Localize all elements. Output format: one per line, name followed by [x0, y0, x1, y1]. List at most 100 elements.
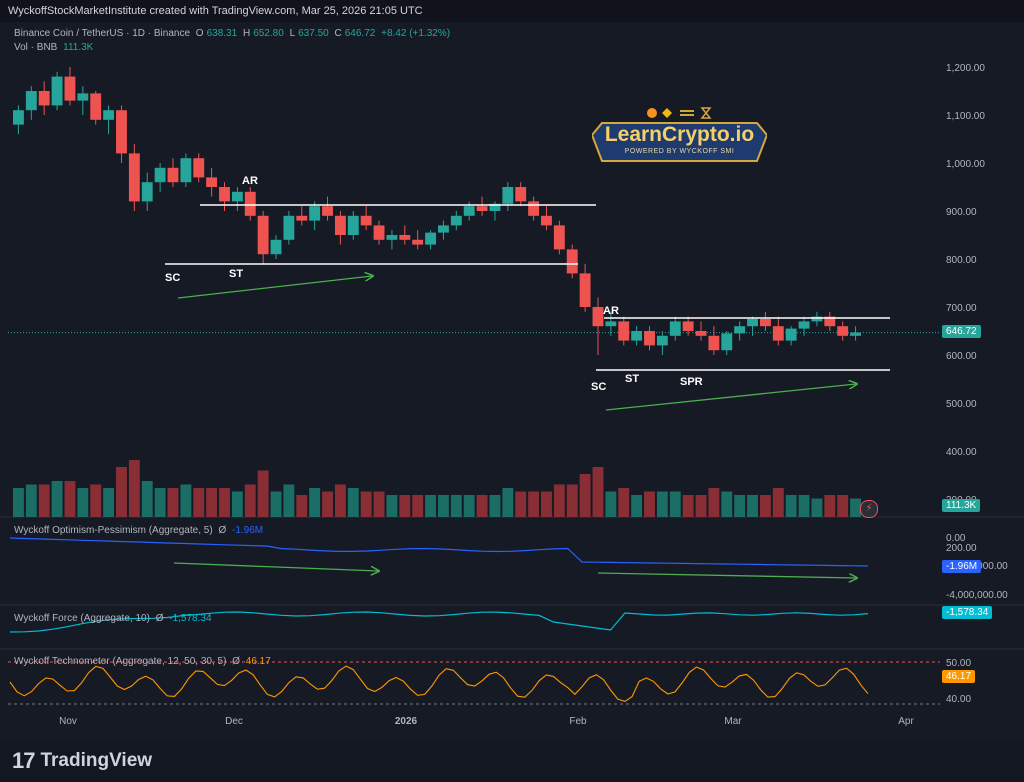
candle-body [386, 235, 398, 240]
trend-arrow [605, 384, 856, 411]
chart-header: WyckoffStockMarketInstitute created with… [0, 0, 1024, 22]
volume-label: Vol · BNB [14, 42, 58, 53]
candle-body [38, 91, 50, 106]
low-label: L [289, 28, 296, 39]
time-axis-label: 2026 [395, 716, 418, 727]
candle-body [334, 215, 346, 235]
chart-area[interactable]: AR SC ST AR SC ST SPR 1,200.00 1,100.00 1,000.00… [0, 22, 1024, 740]
symbol-legend: Binance Coin / TetherUS · 1D · Binance O… [14, 28, 453, 39]
candle-body [476, 206, 488, 211]
volume-bar [103, 488, 115, 517]
candle-body [322, 206, 333, 216]
low-value: 637.50 [298, 28, 329, 39]
wyckoff-label-st1: ST [229, 268, 243, 280]
volume-bar [566, 484, 578, 517]
tradingview-logo-icon: 17 [12, 748, 36, 773]
time-axis-label: Apr [898, 716, 914, 727]
candle-body [837, 326, 849, 336]
candle-body [141, 182, 153, 202]
candle-body [128, 153, 140, 202]
volume-bar [154, 488, 166, 517]
candle-body [785, 328, 797, 341]
volume-bar [515, 491, 527, 517]
volume-bar [837, 495, 849, 517]
brand-title: LearnCrypto.io [604, 123, 755, 146]
candle-body [116, 110, 127, 154]
volume-bar [206, 488, 218, 517]
candle-body [219, 187, 230, 202]
volume-bar [386, 495, 398, 517]
header-text: WyckoffStockMarketInstitute created with… [8, 5, 423, 17]
volume-bar [824, 495, 836, 517]
candle-body [798, 321, 810, 329]
technometer-legend: Wyckoff Technometer (Aggregate, 12, 50, … [14, 656, 271, 667]
candle-body [373, 225, 385, 240]
candle-body [528, 201, 540, 216]
volume-bar [734, 495, 746, 517]
trend-arrow [597, 572, 856, 578]
technometer-tag: 46.17 [942, 670, 976, 683]
osc-axis-label: 0.00 [946, 533, 966, 544]
chart-canvas[interactable]: AR SC ST AR SC ST SPR 1,200.00 1,100.00 1,000.00… [0, 22, 1024, 740]
volume-bar [592, 467, 604, 517]
candle-body [695, 331, 707, 336]
volume-bar [785, 495, 797, 517]
candle-body [541, 215, 552, 226]
lightning-icon[interactable]: ⚡ [860, 500, 878, 518]
candle-body [103, 110, 115, 120]
candle-body [25, 91, 37, 111]
candle-body [682, 321, 694, 331]
price-axis-label: 800.00 [946, 255, 977, 266]
volume-bar [695, 495, 707, 517]
price-axis-label: 200.00 [946, 543, 977, 554]
candle-body [283, 215, 295, 240]
volume-bar [219, 488, 230, 517]
volume-bar [64, 481, 76, 517]
volume-bar [90, 484, 102, 517]
volume-bar [309, 488, 321, 517]
volume-bar [631, 495, 643, 517]
volume-bar [231, 491, 243, 517]
volume-value: 111.3K [63, 42, 94, 53]
wyckoff-label-ar1: AR [242, 175, 258, 187]
candle-body [463, 206, 475, 216]
volume-bar [811, 498, 823, 517]
high-value: 652.80 [253, 28, 284, 39]
time-axis-label: Feb [569, 716, 587, 727]
annotations: AR SC ST AR SC ST SPR [165, 175, 890, 578]
volume-bar [128, 460, 140, 517]
volume-bar [450, 495, 462, 517]
candle-body [90, 93, 102, 120]
volume-bar [476, 495, 488, 517]
volume-bar [399, 495, 411, 517]
volume-bar [425, 495, 436, 517]
price-axis-label: 1,100.00 [946, 111, 985, 122]
candle-body [296, 215, 308, 221]
oscillator-panes [8, 537, 940, 705]
volume-bar [412, 495, 424, 517]
wyckoff-label-spr: SPR [680, 376, 703, 388]
candle-body [759, 319, 771, 327]
volume-bar [528, 491, 540, 517]
volume-bar [463, 495, 475, 517]
optimism-line [9, 537, 869, 567]
open-value: 638.31 [206, 28, 238, 39]
volume-bar [541, 491, 552, 517]
volume-bar [850, 498, 861, 517]
volume-tag: 111.3K [942, 499, 981, 512]
optimism-legend: Wyckoff Optimism-Pessimism (Aggregate, 5… [14, 525, 264, 536]
volume-bar [656, 491, 668, 517]
candle-body [154, 167, 166, 183]
trend-arrow [173, 562, 378, 571]
symbol-name: Binance Coin / TetherUS · 1D · Binance [14, 28, 191, 39]
candle-body [708, 335, 720, 351]
time-axis-label: Nov [59, 716, 77, 727]
technometer-label: Wyckoff Technometer (Aggregate, 12, 50, … [14, 656, 227, 667]
candle-body [450, 215, 462, 226]
current-price-tag: 646.72 [942, 325, 981, 338]
candle-body [669, 321, 681, 336]
candle-body [489, 203, 501, 211]
wyckoff-label-sc2: SC [591, 381, 606, 393]
high-label: H [242, 28, 251, 39]
trend-arrow [177, 276, 372, 299]
